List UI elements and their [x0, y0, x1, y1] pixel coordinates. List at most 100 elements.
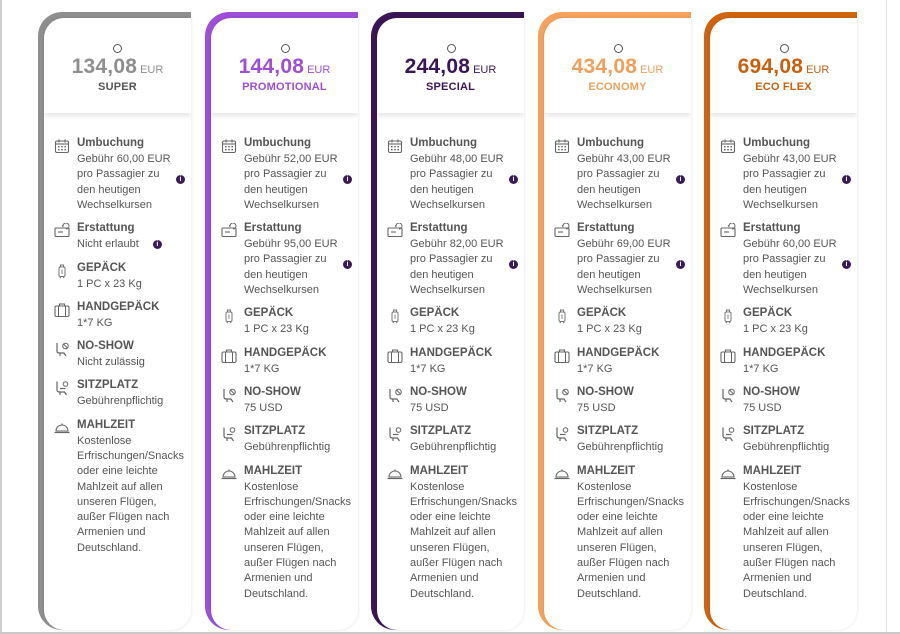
- info-icon[interactable]: i: [509, 174, 518, 184]
- feature-description-line: Gebühr 43,00 EUR: [577, 153, 671, 165]
- feature-description: 1*7 KG: [77, 316, 112, 331]
- info-icon[interactable]: i: [343, 174, 352, 184]
- feature-description-line: pro Passagier zu: [743, 168, 826, 181]
- feature-title: HANDGEPÄCK: [410, 346, 493, 359]
- fare-price-currency: EUR: [473, 64, 497, 76]
- hand-luggage-icon: [54, 302, 70, 318]
- fare-price-value: 244,08: [404, 55, 471, 78]
- feature-description: 1*7 KG: [244, 362, 279, 377]
- feature-description-line: Armenien und: [577, 572, 646, 585]
- fare-price: 244,08 EUR: [377, 55, 524, 79]
- info-icon[interactable]: i: [152, 240, 162, 250]
- info-icon[interactable]: i: [842, 260, 851, 270]
- feature-description-line: unseren Flügen,: [577, 541, 657, 554]
- feature-description-line: Gebühr 60,00 EUR: [77, 153, 171, 165]
- frame-bottom-border: [0, 632, 900, 634]
- fare-price: 434,08 EUR: [544, 55, 691, 79]
- feature-description-line: oder eine leichte: [410, 511, 491, 524]
- feature-description: Gebühr 69,00 EUR pro Passagier zu den heut…: [577, 237, 671, 298]
- fare-card-economy[interactable]: 434,08 EUR ECONOMY Umbuchung Gebühr 43,00 EU…: [538, 12, 691, 630]
- fare-select-radio[interactable]: [447, 44, 456, 53]
- feature-description-line: den heutigen: [743, 268, 807, 281]
- info-icon[interactable]: i: [676, 260, 685, 270]
- feature-description-line: 1 PC x 23 Kg: [410, 323, 475, 336]
- feature-description-line: pro Passagier zu: [244, 253, 327, 266]
- feature-title: Erstattung: [244, 222, 302, 235]
- fare-price: 134,08 EUR: [44, 55, 191, 79]
- feature-title: MAHLZEIT: [77, 418, 136, 431]
- feature-description-line: Erfrischungen/Snacks: [743, 495, 850, 508]
- fare-card-special[interactable]: 244,08 EUR SPECIAL Umbuchung Gebühr 48,00 EU…: [371, 12, 524, 630]
- feature-description-line: Deutschland.: [410, 587, 475, 600]
- feature-description-line: Kostenlose: [410, 480, 465, 493]
- feature-description-line: außer Flügen nach: [410, 557, 503, 570]
- feature-description-line: den heutigen: [244, 268, 308, 281]
- feature-description-line: Gebührenpflichtig: [77, 395, 164, 408]
- feature-description: 1 PC x 23 Kg: [577, 322, 642, 337]
- feature-description-line: Wechselkursen: [410, 198, 485, 211]
- no-show-icon: [720, 387, 736, 403]
- feature-description-line: den heutigen: [410, 183, 474, 196]
- feature-description: Gebührenpflichtig: [577, 440, 663, 455]
- luggage-icon: [554, 308, 570, 324]
- info-icon[interactable]: i: [842, 174, 851, 184]
- feature-description: Kostenlose Erfrischungen/Snacks oder eine …: [77, 434, 184, 556]
- feature-title: NO-SHOW: [410, 386, 467, 398]
- feature-title: Erstattung: [410, 222, 468, 235]
- feature-description-line: Mahlzeit auf allen: [577, 526, 663, 539]
- fare-name: SUPER: [98, 81, 137, 93]
- feature-title: Erstattung: [577, 222, 635, 235]
- luggage-icon: [720, 308, 736, 324]
- luggage-icon: [221, 308, 237, 324]
- feature-description-line: außer Flügen nach: [77, 511, 170, 524]
- feature-description-line: pro Passagier zu: [410, 168, 493, 181]
- feature-title: Umbuchung: [244, 137, 312, 149]
- fare-card-eco-flex[interactable]: 694,08 EUR ECO FLEX Umbuchung Gebühr 43,00 E…: [704, 12, 857, 630]
- feature-description-line: den heutigen: [410, 268, 474, 281]
- feature-description-line: 1*7 KG: [410, 362, 446, 375]
- feature-description: 1 PC x 23 Kg: [743, 322, 808, 337]
- fare-card-super[interactable]: 134,08 EUR SUPER Umbuchung Gebühr 60,00 EUR p…: [38, 12, 191, 630]
- feature-title: MAHLZEIT: [410, 464, 469, 477]
- fare-price-currency: EUR: [640, 64, 664, 76]
- feature-description-line: 1 PC x 23 Kg: [577, 323, 642, 336]
- seat-icon: [720, 426, 736, 442]
- feature-description: Gebührenpflichtig: [743, 440, 829, 455]
- feature-title: MAHLZEIT: [743, 464, 802, 477]
- feature-title: Erstattung: [743, 222, 801, 235]
- feature-title: GEPÄCK: [244, 307, 294, 320]
- feature-description-line: Wechselkursen: [77, 198, 152, 211]
- feature-description: 75 USD: [577, 401, 616, 416]
- fare-select-radio[interactable]: [113, 44, 122, 53]
- feature-title: GEPÄCK: [743, 307, 793, 320]
- fare-card-header: 434,08 EUR ECONOMY: [544, 18, 691, 113]
- feature-description-line: Armenien und: [77, 526, 146, 539]
- fare-select-radio[interactable]: [614, 44, 623, 53]
- calendar-icon: [387, 138, 403, 154]
- info-icon[interactable]: i: [343, 260, 352, 270]
- fare-card-header: 134,08 EUR SUPER: [44, 18, 191, 113]
- feature-description-line: Mahlzeit auf allen: [410, 526, 496, 539]
- feature-description-line: Gebührenpflichtig: [743, 441, 830, 454]
- no-show-icon: [387, 387, 403, 403]
- fare-select-radio[interactable]: [281, 44, 290, 53]
- feature-description: Gebührenpflichtig: [244, 440, 330, 455]
- feature-description: Gebührenpflichtig: [410, 440, 496, 455]
- fare-price: 694,08 EUR: [710, 55, 857, 79]
- feature-description-line: Wechselkursen: [577, 284, 652, 297]
- info-icon[interactable]: i: [176, 174, 185, 184]
- info-icon[interactable]: i: [676, 174, 685, 184]
- feature-title: SITZPLATZ: [577, 425, 639, 438]
- feature-title: HANDGEPÄCK: [77, 300, 160, 313]
- feature-description-line: 1*7 KG: [244, 362, 280, 375]
- feature-description-line: oder eine leichte: [577, 511, 658, 524]
- feature-description: Gebühr 43,00 EUR pro Passagier zu den heut…: [743, 152, 837, 213]
- fare-card-promotional[interactable]: 144,08 EUR PROMOTIONAL Umbuchung Gebühr 52,0…: [205, 12, 358, 630]
- feature-description: Nicht zulässig: [77, 355, 145, 370]
- feature-title: GEPÄCK: [77, 261, 127, 274]
- fare-select-radio[interactable]: [780, 44, 789, 53]
- fare-name: ECONOMY: [588, 81, 647, 93]
- info-icon[interactable]: i: [509, 260, 518, 270]
- feature-description-line: Armenien und: [743, 572, 812, 585]
- feature-description-line: pro Passagier zu: [743, 253, 826, 266]
